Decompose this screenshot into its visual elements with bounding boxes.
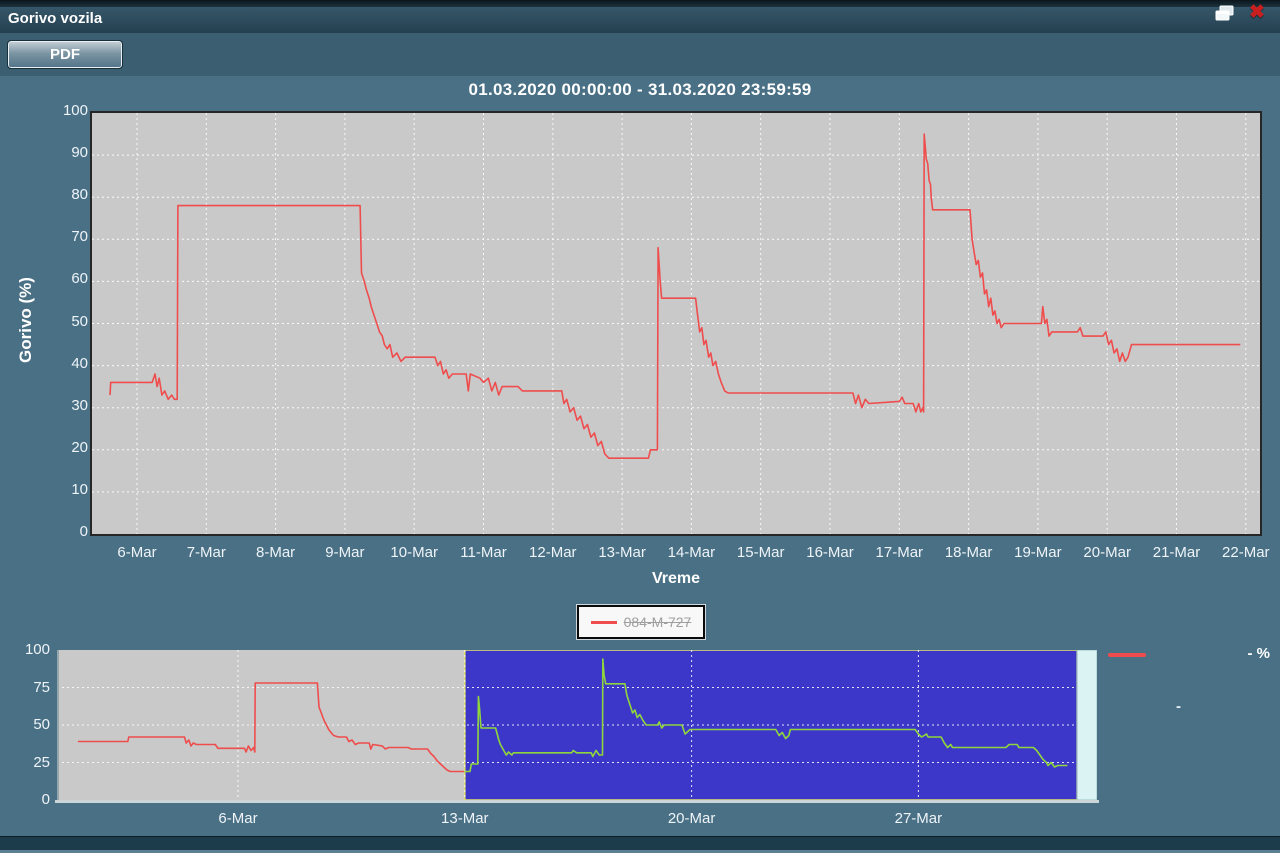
y-tick-label: 30 [71,396,88,414]
legend[interactable]: 084-M-727 [577,605,705,639]
y-tick-label: 90 [71,144,88,162]
overview-legend-swatch [1108,653,1146,657]
main-plot-area[interactable] [90,111,1262,536]
x-tick-label: 16-Mar [806,544,854,561]
window-top-edge [0,0,1280,7]
overview-y-tick-label: 0 [41,791,50,808]
overview-x-tick-label: 20-Mar [667,810,716,827]
overview-x-tick-label: 27-Mar [894,810,943,827]
overview-value-percent: - % [1247,645,1271,662]
y-tick-label: 70 [71,228,88,246]
chart-title: 01.03.2020 00:00:00 - 31.03.2020 23:59:5… [468,80,812,99]
overview-value-dash: - [1176,698,1181,715]
fuel-series-line [109,133,1241,460]
y-axis-title: Gorivo (%) [16,277,35,363]
y-tick-label: 100 [62,102,88,119]
x-tick-label: 19-Mar [1014,544,1062,561]
y-tick-label: 60 [71,270,88,288]
x-tick-label: 22-Mar [1222,544,1270,561]
y-tick-label: 10 [71,480,88,498]
x-tick-label: 6-Mar [117,544,157,561]
window-title: Gorivo vozila [8,10,103,27]
overview-series-outside-selection [77,682,465,773]
overview-x-axis-line [55,800,1099,803]
overview-y-tick-label: 25 [33,753,50,771]
toolbar: PDF [0,33,1280,76]
brush-selection[interactable] [464,650,1078,800]
x-tick-label: 7-Mar [186,544,226,561]
brush-handle-right[interactable] [1076,650,1097,800]
overview-x-tick-label: 6-Mar [218,810,258,827]
x-tick-label: 18-Mar [944,544,993,561]
x-tick-label: 9-Mar [325,544,365,561]
overview-y-tick-label: 75 [33,678,50,696]
overview-y-tick-label: 50 [33,716,50,733]
x-tick-label: 13-Mar [598,544,646,561]
y-tick-label: 0 [79,523,88,540]
status-bar-edge [0,850,1280,853]
x-tick-label: 10-Mar [390,544,438,561]
overview-plot-area[interactable] [57,650,1097,800]
restore-windows-icon[interactable] [1213,4,1237,24]
close-icon[interactable]: ✖ [1249,2,1265,23]
x-tick-label: 12-Mar [529,544,577,561]
x-axis-title: Vreme [651,570,701,587]
x-tick-label: 17-Mar [875,544,924,561]
title-bar[interactable]: Gorivo vozila [0,7,1280,34]
x-tick-label: 15-Mar [736,544,785,561]
overview-series-inside-selection [464,658,1068,773]
status-bar [0,836,1280,850]
pdf-button[interactable]: PDF [7,40,123,69]
legend-series-swatch [590,620,617,624]
x-tick-label: 14-Mar [667,544,716,561]
y-tick-label: 80 [71,186,88,204]
y-tick-label: 40 [71,354,88,372]
x-tick-label: 8-Mar [256,544,296,561]
overview-y-tick-label: 100 [24,641,50,658]
legend-series-label: 084-M-727 [623,614,692,630]
x-tick-label: 11-Mar [460,544,507,561]
y-tick-label: 20 [71,438,88,456]
x-tick-label: 20-Mar [1083,544,1131,561]
x-tick-label: 21-Mar [1152,544,1201,561]
overview-x-tick-label: 13-Mar [441,810,489,827]
y-tick-label: 50 [71,312,88,330]
